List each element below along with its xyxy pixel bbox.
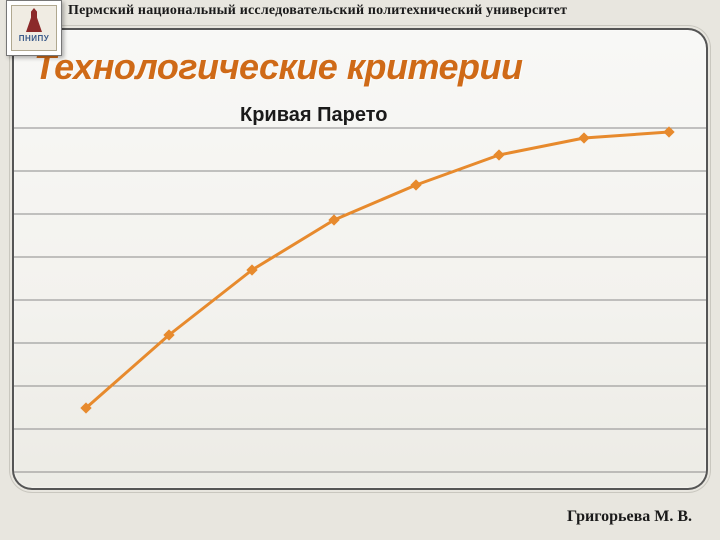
author-name: Григорьева М. В. <box>567 508 692 526</box>
logo-figure-icon <box>24 8 44 32</box>
university-name: Пермский национальный исследовательский … <box>68 3 567 19</box>
logo-inner: ПНИПУ <box>11 5 57 51</box>
slide-title: Технологические критерии <box>34 46 523 88</box>
logo: ПНИПУ <box>6 0 62 56</box>
chart-title: Кривая Парето <box>240 104 387 127</box>
content-panel <box>14 30 706 488</box>
slide: Пермский национальный исследовательский … <box>0 0 720 540</box>
logo-acronym: ПНИПУ <box>19 34 50 43</box>
header-bar: Пермский национальный исследовательский … <box>0 0 720 22</box>
